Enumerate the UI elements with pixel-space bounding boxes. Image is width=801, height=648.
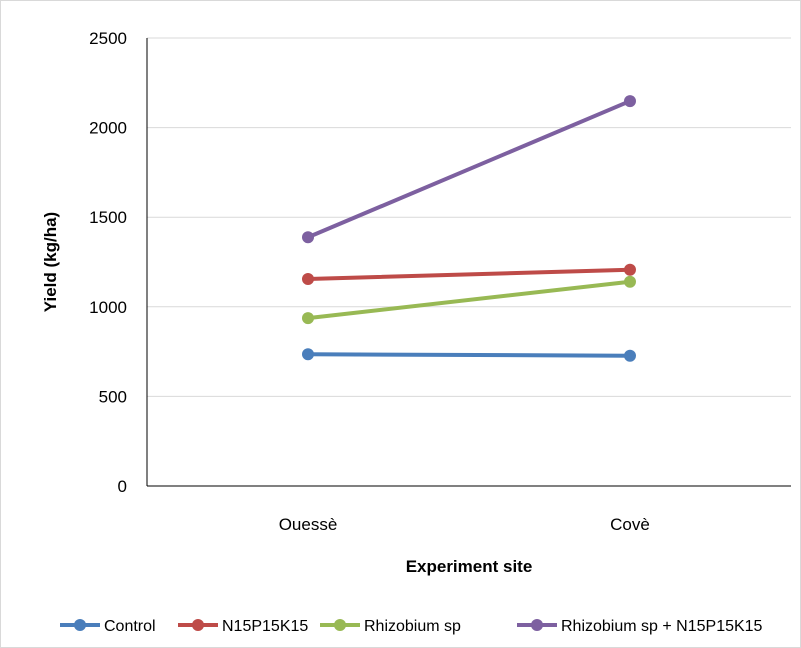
- data-point: [302, 273, 314, 286]
- data-point: [302, 231, 314, 244]
- series-line-0: [306, 352, 632, 358]
- legend-swatch-marker: [74, 619, 86, 631]
- legend-label: N15P15K15: [222, 618, 308, 635]
- y-tick-label: 2500: [89, 29, 127, 48]
- data-point: [624, 275, 636, 288]
- y-axis-title: Yield (kg/ha): [41, 212, 60, 312]
- x-tick-label: Ouessè: [279, 515, 338, 534]
- legend-label: Rhizobium sp + N15P15K15: [561, 618, 763, 635]
- data-point: [624, 95, 636, 108]
- legend-swatch-marker: [531, 619, 543, 631]
- x-tick-label: Covè: [610, 515, 650, 534]
- legend-label: Rhizobium sp: [364, 618, 461, 635]
- series-line-3: [306, 99, 632, 240]
- data-point: [624, 349, 636, 362]
- series-line-1: [306, 267, 632, 282]
- legend-label: Control: [104, 618, 156, 635]
- legend: Control N15P15K15 Rhizobium sp Rhizobium sp…: [60, 618, 763, 635]
- y-tick-label: 0: [118, 477, 127, 496]
- data-point: [302, 348, 314, 361]
- gridlines: [147, 37, 791, 397]
- axes: [146, 38, 791, 487]
- y-tick-label: 500: [99, 387, 127, 406]
- series-lines: [302, 95, 636, 362]
- y-tick-label: 1500: [89, 208, 127, 227]
- legend-swatch-marker: [192, 619, 204, 631]
- y-tick-label: 2000: [89, 119, 127, 138]
- data-point: [302, 312, 314, 325]
- x-axis-title: Experiment site: [406, 557, 533, 576]
- series-line-2: [306, 279, 632, 321]
- data-point: [624, 263, 636, 276]
- y-tick-labels: 0 500 1000 1500 2000 2500: [89, 29, 127, 496]
- y-tick-label: 1000: [89, 298, 127, 317]
- legend-swatch-marker: [334, 619, 346, 631]
- x-tick-labels: Ouessè Covè: [279, 515, 650, 534]
